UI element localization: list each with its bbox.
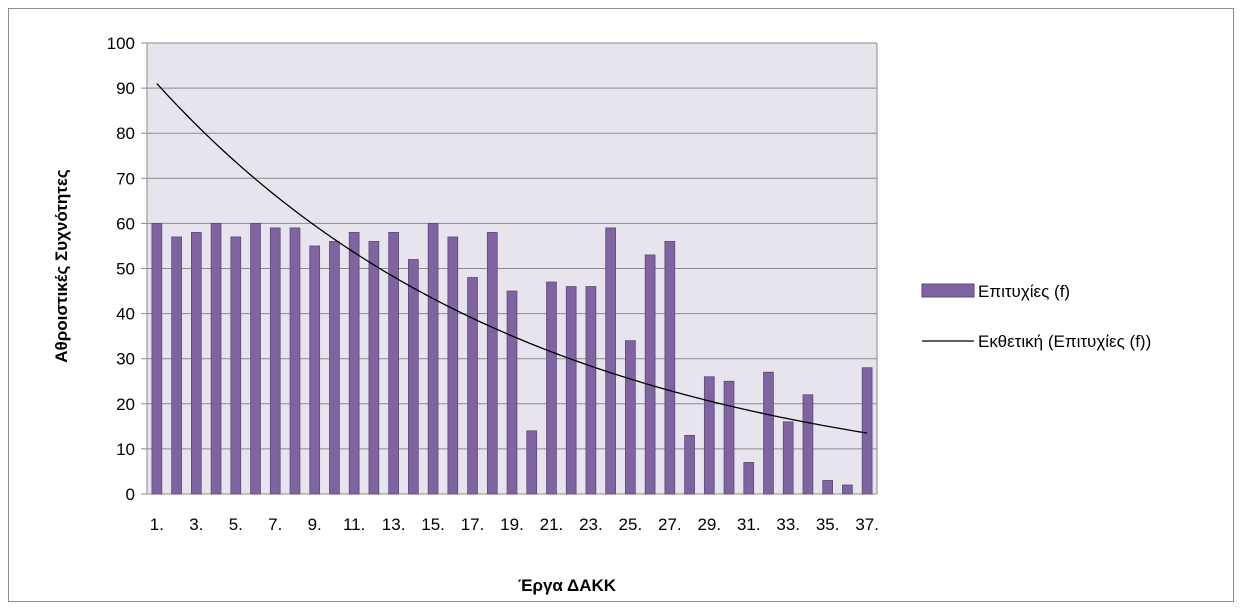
- y-axis-title: Αθροιστικές Συχνότητες: [52, 169, 71, 363]
- legend: Επιτυχίες (f) Εκθετική (Επιτυχίες (f)): [921, 282, 1151, 351]
- y-tick-label: 50: [116, 260, 135, 279]
- bar-18: [486, 232, 498, 495]
- y-tick-label: 20: [116, 395, 135, 414]
- y-tick-label: 10: [116, 440, 135, 459]
- bar-10: [329, 241, 340, 495]
- y-tick-labels: 0 10 20 30 40 50 60 70 80 90 100: [107, 34, 135, 504]
- bar-4: [210, 222, 222, 495]
- bar-9: [309, 245, 321, 495]
- bar-15: [427, 222, 439, 495]
- legend-swatch-bar: [921, 283, 975, 298]
- x-tick-label: 37.: [855, 515, 879, 534]
- bar-25: [625, 340, 636, 495]
- x-tick-label: 11.: [343, 515, 365, 534]
- x-tick-label: 33.: [776, 515, 800, 534]
- bar-36: [842, 484, 853, 495]
- bar-2: [171, 236, 182, 495]
- x-tick-labels: 1. 3. 5. 7. 9. 11. 13. 15. 17. 19. 21. 23. 25. 27. 29.…: [150, 515, 879, 534]
- x-tick-label: 19.: [500, 515, 524, 534]
- bar-17: [467, 277, 478, 495]
- y-tick-label: 40: [116, 305, 135, 324]
- x-tick-label: 1.: [150, 515, 164, 534]
- x-tick-label: 17.: [461, 515, 485, 534]
- x-tick-label: 29.: [697, 515, 721, 534]
- bar-1: [151, 222, 163, 495]
- legend-label-trend: Εκθετική (Επιτυχίες (f)): [978, 332, 1151, 351]
- x-tick-label: 13.: [382, 515, 406, 534]
- bar-21: [546, 281, 557, 495]
- bar-34: [802, 394, 814, 495]
- bar-11: [348, 232, 360, 495]
- bar-32: [763, 371, 774, 495]
- bar-22: [565, 286, 577, 495]
- bar-5: [230, 236, 242, 495]
- x-tick-label: 7.: [268, 515, 282, 534]
- bar-24: [605, 227, 616, 495]
- bar-37: [861, 367, 873, 495]
- y-tick-label: 0: [126, 485, 135, 504]
- x-tick-label: 31.: [737, 515, 761, 534]
- x-tick-label: 3.: [189, 515, 203, 534]
- bar-28: [684, 434, 695, 495]
- bar-8: [289, 227, 301, 495]
- bar-27: [664, 241, 676, 495]
- y-tick-label: 60: [116, 214, 135, 233]
- bar-20: [526, 430, 538, 495]
- y-tick-label: 80: [116, 124, 135, 143]
- bar-23: [585, 286, 597, 495]
- bar-19: [506, 290, 518, 495]
- bar-30: [723, 380, 735, 495]
- x-tick-label: 25.: [619, 515, 643, 534]
- y-tick-label: 90: [116, 79, 135, 98]
- x-tick-label: 27.: [658, 515, 682, 534]
- exponential-trendline: [156, 83, 868, 434]
- bar-14: [408, 259, 419, 495]
- x-tick-label: 9.: [308, 515, 322, 534]
- bar-7: [269, 227, 281, 495]
- bar-26: [644, 254, 656, 495]
- y-tick-label: 100: [107, 34, 135, 53]
- bar-16: [447, 236, 459, 495]
- x-tick-label: 23.: [579, 515, 603, 534]
- y-tick-label: 70: [116, 169, 135, 188]
- x-tick-label: 15.: [421, 515, 445, 534]
- bar-29: [703, 376, 715, 495]
- bar-6: [250, 222, 261, 495]
- bar-series: [151, 222, 873, 495]
- bar-3: [190, 232, 202, 495]
- bar-13: [388, 232, 399, 495]
- x-axis-title: Έργα ΔΑΚΚ: [518, 576, 617, 595]
- gridlines: [141, 42, 878, 495]
- x-tick-label: 5.: [229, 515, 243, 534]
- bar-12: [368, 241, 380, 495]
- x-tick-label: 21.: [540, 515, 564, 534]
- bar-31: [743, 462, 755, 495]
- x-tick-label: 35.: [816, 515, 840, 534]
- bar-35: [822, 480, 834, 495]
- bar-33: [782, 421, 794, 495]
- legend-label-bar: Επιτυχίες (f): [978, 282, 1070, 301]
- y-tick-label: 30: [116, 350, 135, 369]
